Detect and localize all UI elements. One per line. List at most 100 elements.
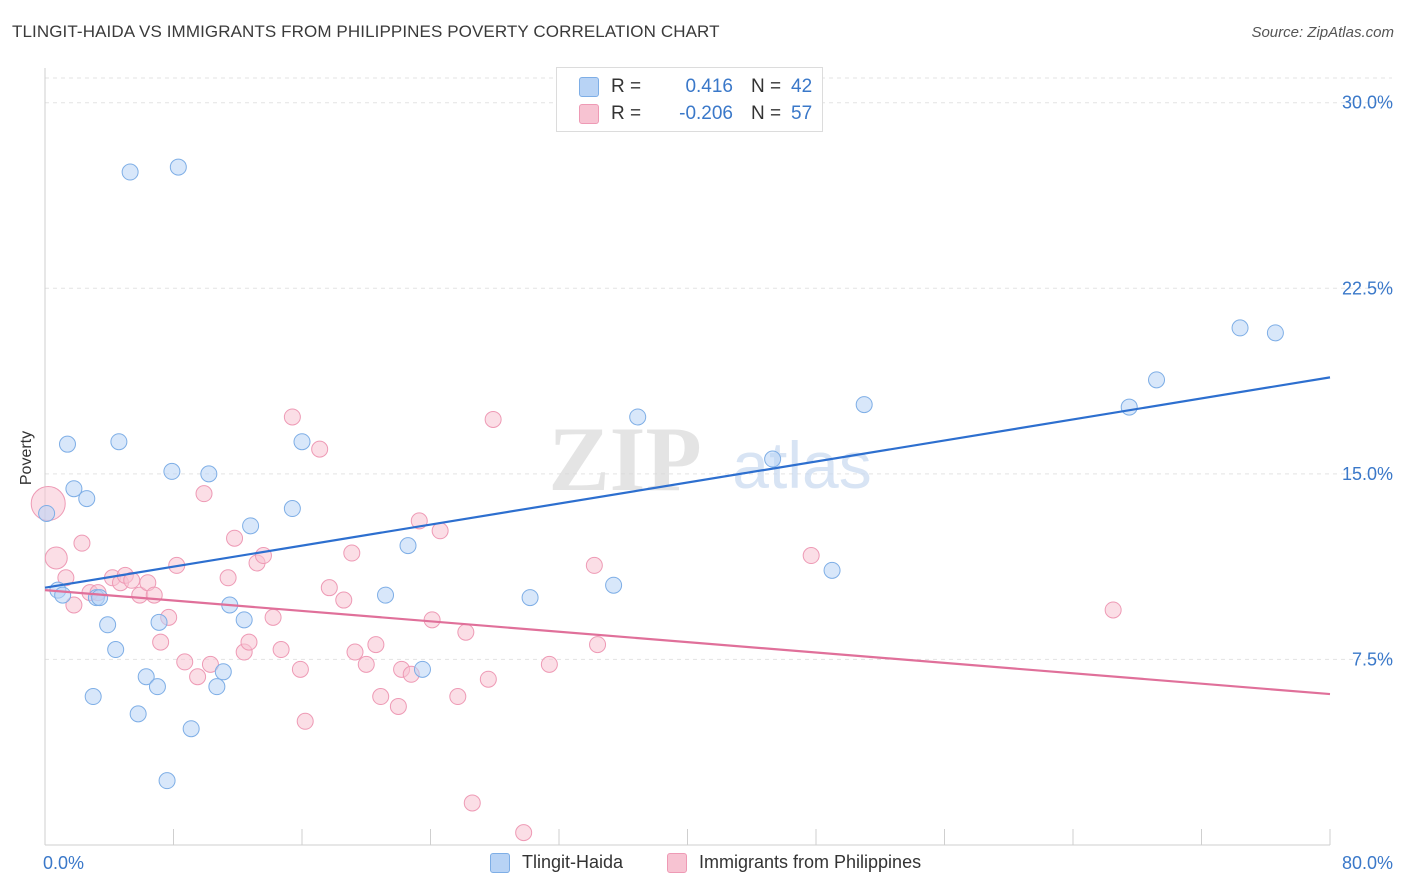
y-tick-label: 15.0% (1342, 464, 1393, 484)
gridlines (45, 77, 1392, 660)
legend-swatch-blue (579, 77, 599, 97)
tlingit-point (855, 396, 873, 414)
immigrants-point (479, 670, 497, 688)
legend-row-immigrants: R = -0.206 N = 57 (579, 101, 812, 127)
tlingit-point (91, 589, 109, 607)
tlingit-point (78, 490, 96, 508)
immigrants-point (311, 440, 329, 458)
immigrants-point (57, 569, 75, 587)
immigrants-point (145, 586, 163, 604)
x-tick-label: 80.0% (1342, 853, 1393, 873)
y-tick-label: 7.5% (1352, 649, 1393, 669)
tlingit-point (158, 772, 176, 790)
immigrants-point (389, 697, 407, 715)
legend-n-label: N = (751, 76, 782, 97)
tlingit-point (1120, 398, 1138, 416)
immigrants-point (515, 824, 533, 842)
tlingit-point (1148, 371, 1166, 389)
tlingit-point (182, 720, 200, 738)
immigrants-point (484, 410, 502, 428)
tlingit-point (283, 500, 301, 518)
immigrants-point (189, 668, 207, 686)
tlingit-point (293, 433, 311, 451)
legend-item-immigrants: Immigrants from Philippines (667, 852, 921, 873)
immigrants-point (343, 544, 361, 562)
legend-item-tlingit: Tlingit-Haida (490, 852, 623, 873)
tlingit-point (107, 641, 125, 659)
tlingit-point (823, 561, 841, 579)
watermark-atlas: atlas (732, 428, 871, 502)
immigrants-point (457, 623, 475, 641)
immigrants-point (195, 485, 213, 503)
immigrants-point (449, 688, 467, 706)
tlingit-point (413, 660, 431, 678)
series-tlingit-points (38, 158, 1284, 790)
tlingit-point (65, 480, 83, 498)
source-label: Source: ZipAtlas.com (1251, 24, 1394, 41)
tlingit-point (58, 435, 76, 453)
x-tick-label: 0.0% (43, 853, 84, 873)
immigrants-point (272, 641, 290, 659)
legend-swatch-pink (579, 104, 599, 124)
immigrants-point (240, 633, 258, 651)
legend-swatch-pink (667, 852, 687, 873)
tlingit-point (399, 537, 417, 555)
tlingit-point (208, 678, 226, 696)
immigrants-point (176, 653, 194, 671)
watermark: ZIP atlas (548, 408, 871, 510)
tlingit-point (235, 611, 253, 629)
chart-title: TLINGIT-HAIDA VS IMMIGRANTS FROM PHILIPP… (12, 22, 720, 41)
immigrants-point (346, 643, 364, 661)
legend-r-label: R = (611, 76, 642, 97)
tlingit-point (84, 688, 102, 706)
immigrants-point (44, 546, 68, 570)
tlingit-point (605, 576, 623, 594)
tlingit-point (110, 433, 128, 451)
series-legend: Tlingit-Haida Immigrants from Philippine… (0, 852, 1406, 878)
tick-labels: 7.5% 15.0% 22.5% 30.0% 0.0% 80.0% (43, 93, 1393, 873)
tlingit-point (200, 465, 218, 483)
legend-swatch-blue (490, 852, 510, 873)
tlingit-point (377, 586, 395, 604)
immigrants-point (357, 655, 375, 673)
immigrants-point (1104, 601, 1122, 619)
immigrants-point (463, 794, 481, 812)
axes (44, 68, 1331, 846)
immigrants-point (201, 655, 219, 673)
legend-row-tlingit: R = 0.416 N = 42 (579, 74, 812, 100)
tlingit-point (1266, 324, 1284, 342)
tlingit-point (137, 668, 155, 686)
tlingit-point (163, 462, 181, 480)
immigrants-point (65, 596, 83, 614)
trend-lines (44, 376, 1331, 696)
immigrants-point (152, 633, 170, 651)
tlingit-point (242, 517, 260, 535)
immigrants-point (589, 636, 607, 654)
tlingit-point (99, 616, 117, 634)
immigrants-point (372, 688, 390, 706)
tlingit-point (521, 589, 539, 607)
legend-label-immigrants: Immigrants from Philippines (699, 852, 922, 872)
legend-r-label: R = (611, 103, 642, 124)
tlingit-point (1231, 319, 1249, 337)
tlingit-point (214, 663, 232, 681)
immigrants-point (431, 522, 449, 540)
immigrants-point (291, 660, 309, 678)
tlingit-point (150, 613, 168, 631)
immigrants-point (296, 712, 314, 730)
legend-label-tlingit: Tlingit-Haida (522, 852, 624, 872)
immigrants-point (802, 547, 820, 565)
immigrants-trend-line (44, 589, 1331, 696)
y-tick-label: 22.5% (1342, 278, 1393, 298)
immigrants-point (264, 608, 282, 626)
legend-n-value: 57 (791, 103, 813, 124)
tlingit-point (129, 705, 147, 723)
legend-n-label: N = (751, 103, 782, 124)
immigrants-point (283, 408, 301, 426)
immigrants-point (585, 556, 603, 574)
immigrants-point (423, 611, 441, 629)
immigrants-point (73, 534, 91, 552)
legend-r-value: -0.206 (679, 103, 733, 124)
tlingit-point (629, 408, 647, 426)
